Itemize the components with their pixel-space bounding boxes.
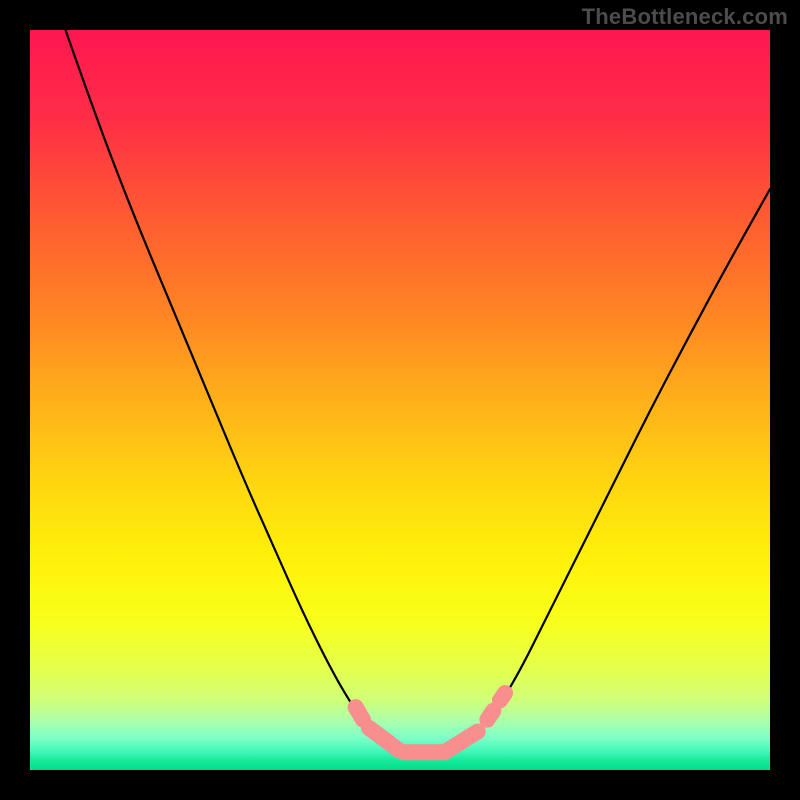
highlight-segment <box>356 707 363 720</box>
chart-svg <box>0 0 800 800</box>
plot-background <box>30 30 770 770</box>
highlight-segment <box>500 693 505 700</box>
watermark-text: TheBottleneck.com <box>582 0 800 30</box>
highlight-segment <box>487 711 493 720</box>
chart-stage: TheBottleneck.com <box>0 0 800 800</box>
